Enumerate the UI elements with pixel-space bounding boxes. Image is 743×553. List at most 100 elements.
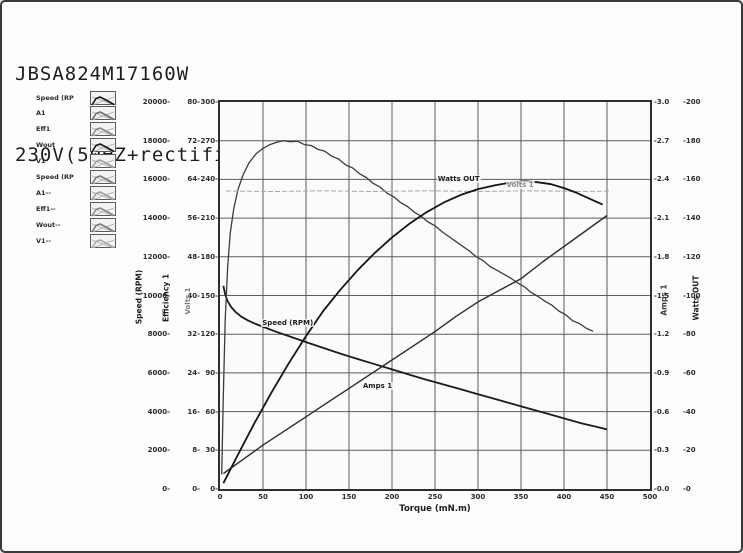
- tick-label-volts: 210-: [200, 214, 218, 223]
- legend-item-label: Eff1: [36, 125, 51, 134]
- legend-item: A1--: [36, 185, 152, 201]
- tick-label-torque: 300: [470, 493, 486, 501]
- tick-label-eff: 32-: [187, 330, 200, 339]
- tick-label-speed: 2000-: [147, 446, 170, 455]
- tick-label-torque: 400: [556, 493, 572, 501]
- tick-label-eff: 64-: [187, 175, 200, 184]
- legend-curve-thumbnail-icon: [90, 154, 116, 169]
- legend-curve-thumbnail-icon: [90, 106, 116, 121]
- tick-label-watts: -0: [683, 485, 691, 493]
- report-title-block: JBSA824M17160W 230V(50HZ+rectifier): [15, 7, 264, 223]
- tick-label-torque: 0: [217, 493, 223, 501]
- tick-label-torque: 250: [427, 493, 443, 501]
- tick-label-speed: 4000-: [147, 407, 170, 416]
- series-watts-out: [222, 180, 604, 484]
- tick-label-eff: 24-: [187, 368, 200, 377]
- axis-title-amps: Amps 1: [659, 284, 669, 316]
- legend-item-label: Wout--: [36, 220, 61, 229]
- tick-label-amps: -1.8: [654, 252, 670, 261]
- tick-label-eff: 40-: [187, 291, 200, 300]
- tick-label-watts: -100: [683, 291, 701, 300]
- legend-item: Eff1: [36, 122, 152, 137]
- legend-item-label: Wout: [36, 141, 56, 150]
- tick-label-amps: -0.9: [654, 368, 670, 377]
- legend-item-label: V1--: [36, 236, 51, 245]
- y-axis-speed-ticks: 20000- 18000- 16000- 14000- 12000- 10000- 8000…: [128, 98, 170, 493]
- legend-item-label: Speed (RP: [36, 93, 74, 102]
- tick-label-amps: -0.3: [654, 446, 670, 455]
- tick-label-torque: 200: [384, 493, 400, 501]
- tick-label-eff: 0-: [192, 485, 200, 493]
- series-speed-rpm-: [222, 285, 608, 431]
- legend-item: Eff1--: [36, 201, 152, 217]
- tick-label-eff: 16-: [187, 407, 200, 416]
- legend-curve-thumbnail-icon: [90, 122, 116, 137]
- tick-label-volts: 90-: [205, 368, 218, 377]
- axis-title-efficiency: Efficiency 1: [161, 273, 171, 323]
- tick-label-amps: -0.6: [654, 407, 670, 416]
- tick-label-amps: -1.5: [654, 291, 670, 300]
- tick-label-speed: 10000-: [142, 291, 170, 300]
- legend-curve-thumbnail-icon: [90, 90, 116, 105]
- tick-label-torque: 100: [298, 493, 314, 501]
- tick-label-speed: 0-: [162, 485, 170, 493]
- series-amps-1: [222, 214, 608, 475]
- legend-item: Speed (RP: [36, 170, 152, 185]
- tick-label-watts: -20: [683, 446, 696, 455]
- series-efficiency-1: [221, 140, 594, 475]
- tick-label-amps: -1.2: [654, 330, 670, 339]
- tick-label-speed: 16000-: [142, 175, 170, 184]
- tick-label-speed: 8000-: [147, 330, 170, 339]
- tick-label-speed: 12000-: [142, 252, 170, 261]
- legend-curve-thumbnail-icon: [90, 233, 116, 249]
- tick-label-volts: 150-: [200, 291, 218, 300]
- tick-label-watts: -40: [683, 407, 696, 416]
- tick-label-amps: -3.0: [654, 98, 670, 106]
- test-condition-subtitle: 230V(50HZ+rectifier): [15, 144, 264, 166]
- legend-curve-thumbnail-icon: [90, 138, 116, 153]
- legend-item: V1--: [36, 233, 152, 249]
- tick-label-eff: 72-: [187, 136, 200, 145]
- motor-model-title: JBSA824M17160W: [15, 63, 190, 85]
- legend-item-label: V1: [36, 157, 46, 166]
- tick-label-amps: -0.0: [654, 485, 670, 493]
- tick-label-volts: 0-: [210, 485, 218, 493]
- axis-title-speed: Speed (RPM): [134, 269, 144, 325]
- x-axis-ticks: 0 50 100 150 200 250 300 350 400 450 500: [217, 493, 658, 503]
- legend-curve-thumbnail-icon: [90, 201, 116, 217]
- y-axis-amps-ticks: -3.0 -2.7 -2.4 -2.1 -1.8 -1.5 -1.2 -0.9 -0.6 -0.3…: [654, 98, 688, 493]
- tick-label-speed: 14000-: [142, 214, 170, 223]
- tick-label-amps: -2.1: [654, 214, 670, 223]
- axis-title-volts: Volts 1: [184, 287, 192, 315]
- tick-label-speed: 18000-: [142, 136, 170, 145]
- legend-item-label: A1--: [36, 188, 51, 197]
- x-axis-title: Torque (mN.m): [399, 504, 471, 514]
- plot-area: [218, 100, 652, 491]
- tick-label-torque: 350: [513, 493, 529, 501]
- legend-curve-thumbnail-icon: [90, 185, 116, 201]
- tick-label-watts: -160: [683, 175, 701, 184]
- plot-grid: [220, 102, 650, 489]
- legend-item: Wout: [36, 138, 152, 153]
- y-axis-efficiency-ticks: 80- 72- 64- 56- 48- 40- 32- 24- 16- 8- 0-: [172, 98, 200, 493]
- tick-label-torque: 450: [599, 493, 615, 501]
- legend-item-label: Speed (RP: [36, 173, 74, 181]
- tick-label-eff: 80-: [187, 98, 200, 106]
- tick-label-volts: 180-: [200, 252, 218, 261]
- tick-label-watts: -120: [683, 252, 701, 261]
- tick-label-watts: -180: [683, 136, 701, 145]
- tick-label-watts: -200: [683, 98, 701, 106]
- legend-item-label: Eff1--: [36, 204, 56, 213]
- tick-label-volts: 120-: [200, 330, 218, 339]
- tick-label-eff: 48-: [187, 252, 200, 261]
- tick-label-speed: 20000-: [142, 98, 170, 106]
- tick-label-watts: -80: [683, 330, 696, 339]
- tick-label-watts: -60: [683, 368, 696, 377]
- tick-label-volts: 270-: [200, 136, 218, 145]
- legend-item: Wout--: [36, 217, 152, 233]
- tick-label-amps: -2.4: [654, 175, 670, 184]
- y-axis-volts-ticks: 300- 270- 240- 210- 180- 150- 120- 90- 60- 30- 0-: [193, 98, 218, 493]
- tick-label-volts: 240-: [200, 175, 218, 184]
- legend-item: A1: [36, 106, 152, 121]
